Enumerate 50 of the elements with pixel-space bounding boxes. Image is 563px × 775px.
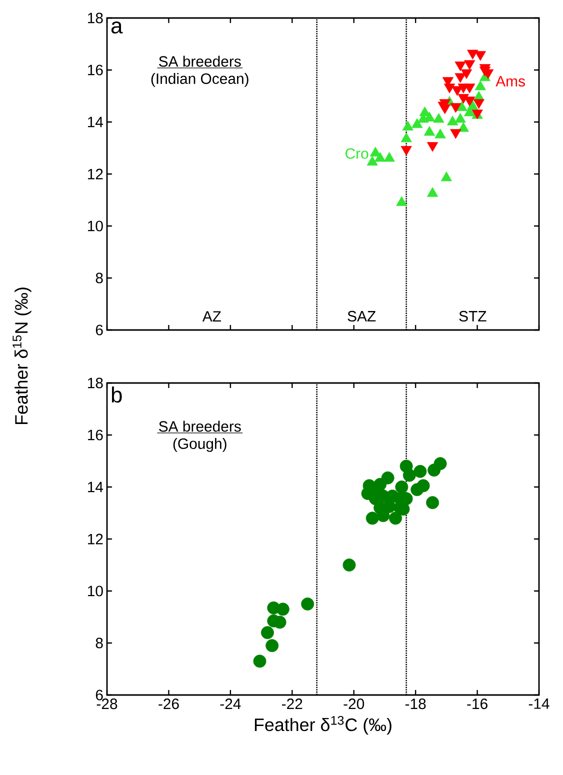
y-tick-label: 16 (88, 64, 103, 76)
y-tick-label: 6 (96, 690, 103, 700)
x-tick-label: -16 (467, 698, 488, 710)
x-tick-label: -14 (528, 698, 550, 709)
y-axis-title: Feather δ$^{15}$N (‰) (12, 288, 32, 424)
annotation: SA breeders (159, 420, 241, 432)
point (266, 639, 279, 652)
y-tick-label: 10 (88, 220, 103, 232)
point (414, 464, 427, 478)
point (273, 616, 286, 629)
y-tick-label: 18 (88, 378, 103, 388)
x-tick-label: -26 (158, 698, 179, 710)
annotation: STZ (459, 310, 486, 322)
point (342, 558, 356, 572)
point (260, 626, 274, 640)
annotation: SA breeders (159, 56, 241, 67)
point (301, 598, 314, 610)
y-tick-label: 18 (88, 12, 103, 24)
annotation: a (111, 22, 123, 34)
point (253, 654, 266, 668)
annotation: (Indian Ocean) (151, 73, 248, 87)
annotation: (Gough) (173, 438, 226, 452)
point (389, 512, 402, 525)
annotation: AZ (202, 311, 221, 322)
point (428, 464, 441, 477)
y-tick-label: 10 (88, 586, 103, 596)
point (410, 483, 424, 496)
series-label: Cro (346, 148, 368, 159)
point (276, 602, 290, 616)
point (366, 512, 379, 525)
y-tick-label: 14 (88, 116, 104, 128)
point (402, 468, 416, 482)
annotation: SAZ (348, 310, 376, 322)
y-tick-label: 12 (88, 168, 103, 180)
y-tick-label: 8 (96, 638, 103, 648)
x-tick-label: -28 (96, 698, 118, 710)
x-tick-label: -22 (282, 698, 302, 709)
point (395, 480, 408, 494)
x-tick-label: -18 (405, 698, 426, 710)
y-tick-label: 12 (88, 534, 103, 544)
x-tick-label: -24 (220, 698, 241, 709)
y-tick-label: 6 (96, 324, 103, 336)
x-axis-title: Feather δ$^{13}$C (‰) (254, 716, 392, 735)
x-tick-label: -20 (344, 698, 364, 710)
annotation: b (112, 386, 122, 403)
y-tick-label: 14 (88, 482, 104, 492)
y-tick-label: 16 (88, 430, 103, 440)
series-label: Ams (496, 76, 525, 87)
point (426, 496, 440, 510)
y-tick-label: 8 (96, 272, 103, 284)
